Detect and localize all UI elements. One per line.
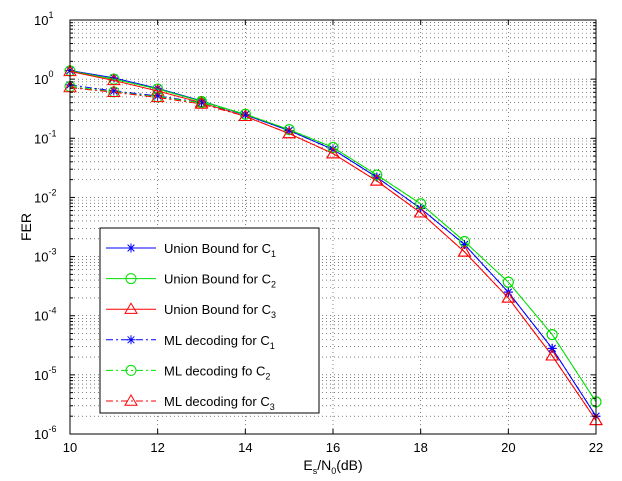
data-point [460, 239, 469, 249]
legend-item-1: Union Bound for C1 [106, 241, 276, 259]
series-line [69, 87, 597, 421]
data-point [106, 73, 121, 86]
legend-label: ML decoding for C1 [164, 333, 275, 351]
y-tick-label: 10-1 [34, 128, 56, 146]
y-tick-label: 101 [34, 10, 53, 28]
tick-labels: 10 12 14 16 18 20 22 10-6 10-5 10-4 10-3 10-2 10-1 10… [34, 10, 603, 455]
x-tick-label: 14 [238, 440, 252, 455]
data-point [328, 144, 338, 154]
axis-ticks [69, 19, 597, 435]
data-point [197, 98, 206, 108]
y-tick-label: 10-3 [34, 247, 56, 265]
data-point [457, 244, 472, 257]
data-point [109, 73, 119, 83]
legend-label: Union Bound for C3 [164, 302, 276, 320]
data-point [153, 91, 163, 101]
data-point [284, 126, 294, 136]
data-point [109, 86, 119, 96]
x-tick-label: 22 [589, 440, 603, 455]
data-point [547, 343, 557, 353]
data-point [502, 276, 514, 288]
y-tick-label: 10-5 [34, 365, 56, 383]
legend-item-3: Union Bound for C3 [106, 302, 276, 320]
legend-marker [125, 273, 137, 285]
data-point [282, 126, 297, 139]
x-tick-label: 16 [326, 440, 340, 455]
y-tick-label: 10-4 [34, 306, 56, 324]
legend-item-2: Union Bound for C2 [106, 272, 276, 290]
legend-box [99, 227, 320, 414]
data-point [501, 290, 516, 303]
data-point [372, 172, 382, 182]
data-point [106, 85, 121, 97]
legend: Union Bound for C1 Union Bound for C2 Unio… [99, 227, 320, 414]
legend-marker [126, 243, 136, 253]
y-tick-label: 10-6 [34, 424, 56, 442]
x-tick-label: 20 [501, 440, 515, 455]
data-point [545, 348, 560, 361]
data-point [326, 146, 340, 159]
data-point [415, 198, 427, 210]
data-point [327, 141, 339, 153]
y-tick-label: 100 [34, 69, 53, 87]
x-tick-label: 18 [413, 440, 427, 455]
series-6 [63, 80, 603, 426]
data-point [153, 83, 163, 93]
x-tick-label: 10 [63, 440, 77, 455]
data-point [413, 205, 428, 218]
x-tick-label: 12 [150, 440, 164, 455]
data-point [369, 173, 384, 186]
data-point [283, 124, 295, 136]
legend-item-6: ML decoding for C3 [106, 394, 275, 412]
x-axis-label: Es/N0(dB) [303, 457, 362, 476]
data-point [239, 108, 251, 120]
data-point [194, 97, 209, 109]
legend-marker [126, 335, 136, 345]
legend-marker [124, 394, 138, 406]
data-point [371, 169, 383, 181]
data-point [238, 109, 253, 122]
legend-label: Union Bound for C2 [164, 272, 276, 290]
legend-item-5: ML decoding fo C2 [106, 363, 270, 381]
legend-marker [125, 364, 137, 376]
y-axis-label: FER [18, 213, 34, 241]
legend-marker [124, 302, 138, 314]
data-point [240, 110, 250, 120]
legend-label: ML decoding for C3 [164, 394, 275, 412]
legend-item-4: ML decoding for C1 [106, 333, 275, 351]
data-point [546, 329, 558, 341]
y-tick-label: 10-2 [34, 187, 56, 205]
legend-label: ML decoding fo C2 [164, 363, 270, 381]
legend-label: Union Bound for C1 [164, 241, 276, 259]
data-point [150, 90, 165, 103]
